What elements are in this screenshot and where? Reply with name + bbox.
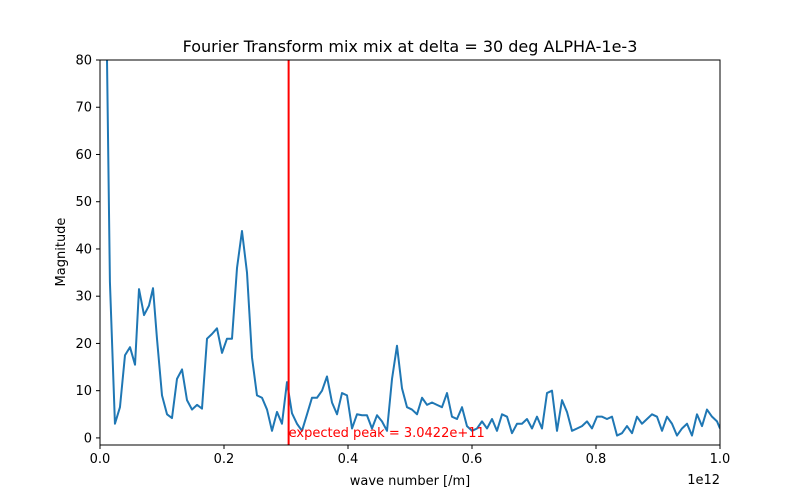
y-tick-label: 80 (75, 54, 92, 69)
x-axis-label: wave number [/m] (350, 474, 470, 489)
x-tick-label: 1.0 (710, 452, 731, 467)
series-line (106, 60, 720, 437)
x-tick-label: 0.0 (90, 452, 111, 467)
y-tick-label: 0 (84, 431, 92, 446)
x-tick-label: 0.4 (338, 452, 359, 467)
y-tick-label: 40 (75, 242, 92, 257)
x-tick-label: 0.2 (214, 452, 235, 467)
x-axis-offset-label: 1e12 (687, 473, 720, 488)
x-tick-label: 0.8 (586, 452, 607, 467)
y-tick-label: 70 (75, 101, 92, 116)
y-tick-label: 20 (75, 337, 92, 352)
y-tick-label: 10 (75, 384, 92, 399)
expected-peak-label: expected peak = 3.0422e+11 (289, 426, 485, 441)
plot-area (100, 60, 720, 445)
y-tick-label: 60 (75, 148, 92, 163)
y-tick-label: 30 (75, 290, 92, 305)
plot-frame (99, 59, 721, 446)
x-tick-label: 0.6 (462, 452, 483, 467)
y-tick-label: 50 (75, 195, 92, 210)
y-axis-label: Magnitude (54, 218, 69, 287)
chart-title: Fourier Transform mix mix at delta = 30 … (183, 37, 638, 56)
